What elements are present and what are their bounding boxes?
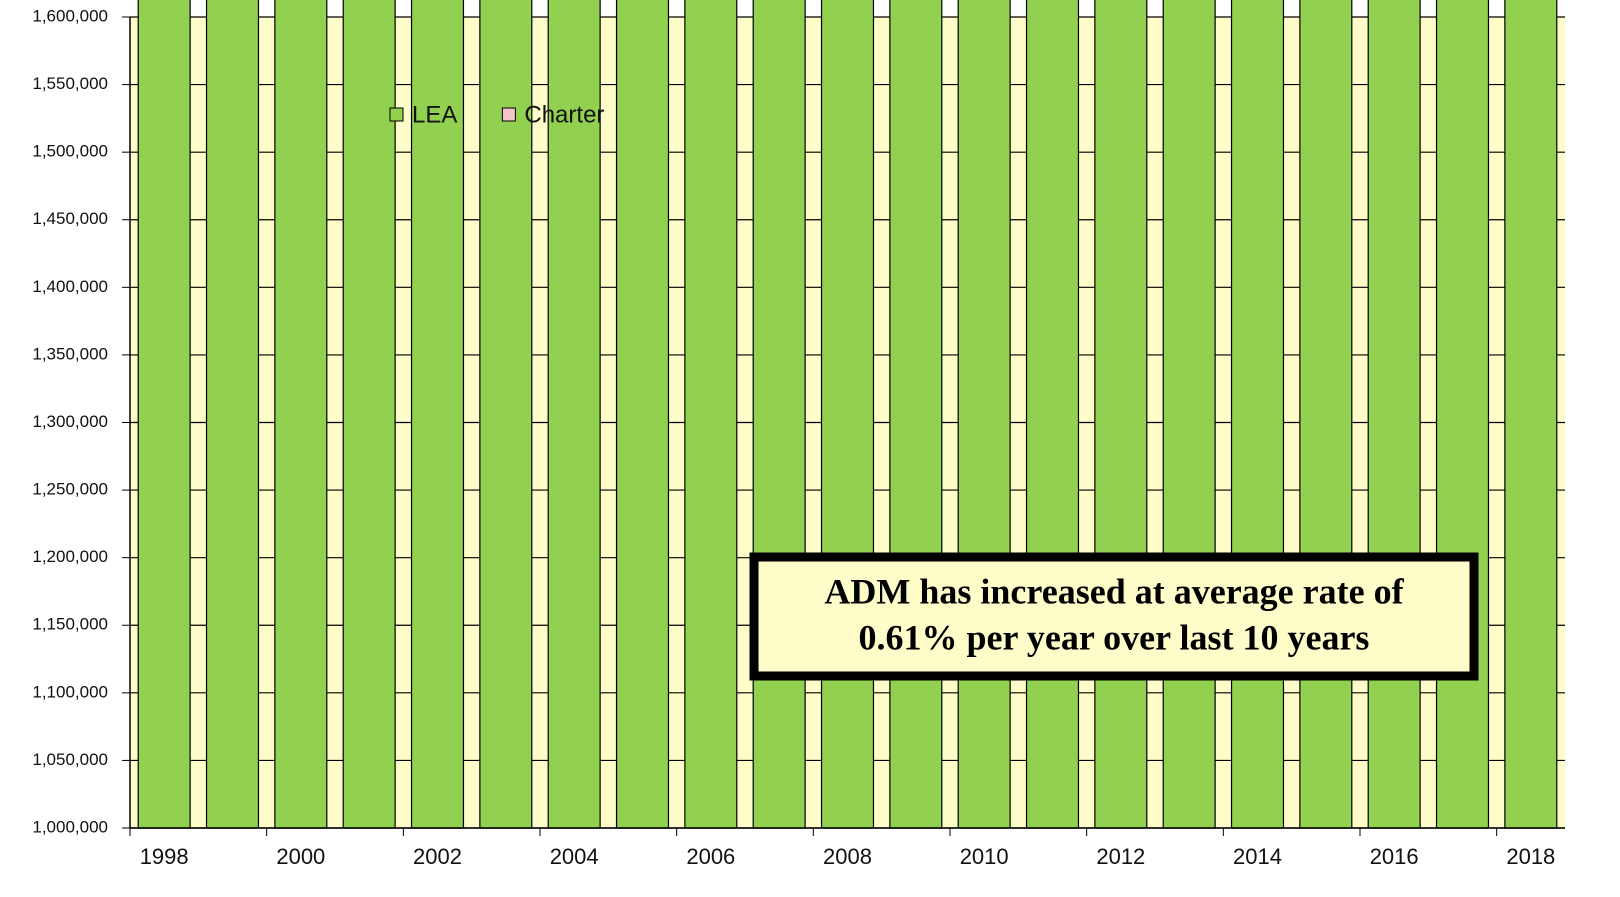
legend-swatch <box>389 107 404 122</box>
y-tick-label: 1,300,000 <box>32 412 108 431</box>
y-tick-label: 1,600,000 <box>32 6 108 25</box>
bar-segment <box>274 0 328 829</box>
y-tick-label: 1,150,000 <box>32 615 108 634</box>
bar-segment <box>1230 0 1285 829</box>
x-tick-label: 2008 <box>823 844 872 869</box>
x-tick-label: 2016 <box>1370 844 1419 869</box>
bar-segment <box>820 0 875 829</box>
bar-segment <box>1162 0 1216 829</box>
bar-segment <box>137 0 191 829</box>
annotation-box <box>749 552 1479 681</box>
x-tick-label: 2004 <box>550 844 599 869</box>
legend-swatch <box>501 107 516 122</box>
x-tick-label: 2002 <box>413 844 462 869</box>
bar-segment <box>342 0 396 829</box>
y-tick-label: 1,350,000 <box>32 344 108 363</box>
bar-segment <box>479 0 533 829</box>
bar-segment <box>752 0 806 829</box>
x-tick-label: 1998 <box>140 844 189 869</box>
bar-segment <box>1435 0 1490 829</box>
bar-segment <box>410 0 465 829</box>
legend-label: LEA <box>412 101 457 128</box>
x-tick-label: 2012 <box>1096 844 1145 869</box>
bar-segment <box>1025 0 1080 829</box>
x-tick-label: 2014 <box>1233 844 1282 869</box>
bar-segment <box>889 0 943 829</box>
bar-segment <box>1504 0 1558 829</box>
y-tick-label: 1,400,000 <box>32 277 108 296</box>
bar-segment <box>615 0 670 829</box>
y-tick-label: 1,100,000 <box>32 682 108 701</box>
x-tick-label: 2006 <box>686 844 735 869</box>
annotation-text: ADM has increased at average rate of <box>824 571 1404 611</box>
y-tick-label: 1,550,000 <box>32 74 108 93</box>
annotation-text: 0.61% per year over last 10 years <box>859 617 1370 657</box>
y-tick-label: 1,250,000 <box>32 480 108 499</box>
legend-label: Charter <box>524 101 604 128</box>
bar-segment <box>957 0 1011 829</box>
y-tick-label: 1,050,000 <box>32 750 108 769</box>
x-tick-label: 2018 <box>1506 844 1555 869</box>
y-tick-label: 1,000,000 <box>32 817 108 836</box>
bar-segment <box>205 0 260 829</box>
bar-segment <box>547 0 601 829</box>
bar-segment <box>1299 0 1353 829</box>
x-tick-label: 2000 <box>276 844 325 869</box>
bar-segment <box>1367 0 1421 829</box>
x-tick-label: 2010 <box>960 844 1009 869</box>
bar-segment <box>684 0 738 829</box>
y-tick-label: 1,450,000 <box>32 209 108 228</box>
y-tick-label: 1,200,000 <box>32 547 108 566</box>
y-tick-label: 1,500,000 <box>32 142 108 161</box>
bar-segment <box>1094 0 1148 829</box>
